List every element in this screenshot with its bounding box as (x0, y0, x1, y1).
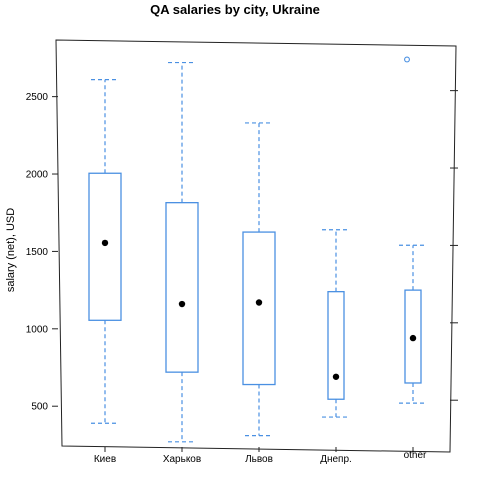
x-tick-label: Харьков (163, 454, 201, 465)
axes: 500 1000 1500 2000 2500 Киев Харьков Львов Днепр… (26, 90, 458, 465)
x-tick-label: Днепр. (320, 454, 352, 465)
plot-frame (55, 39, 457, 453)
plot-area (88, 56, 427, 443)
median-dot (101, 239, 109, 247)
outlier-point (404, 56, 410, 63)
box-group (88, 79, 122, 424)
x-tick-label: Киев (94, 454, 116, 465)
x-tick-label: other (404, 450, 427, 461)
box-group (322, 229, 350, 418)
y-tick-label: 1000 (26, 324, 49, 335)
median-dot (332, 373, 340, 380)
box-group (399, 56, 427, 404)
x-tick-label: Львов (245, 454, 273, 465)
y-tick-label: 2000 (26, 170, 49, 181)
median-dot (255, 299, 263, 306)
y-tick-label: 1500 (26, 247, 49, 258)
median-dot (178, 300, 186, 308)
y-tick-label: 2500 (26, 92, 49, 103)
box-group (242, 122, 276, 437)
box-group (165, 61, 199, 443)
box-iqr (88, 172, 122, 321)
y-axis-label: salary (net), USD (5, 208, 17, 292)
box-iqr (242, 231, 276, 386)
box-iqr (327, 291, 345, 400)
chart-title: QA salaries by city, Ukraine (150, 2, 320, 17)
box-iqr (165, 202, 199, 373)
y-tick-label: 500 (31, 402, 48, 413)
median-dot (409, 334, 417, 342)
